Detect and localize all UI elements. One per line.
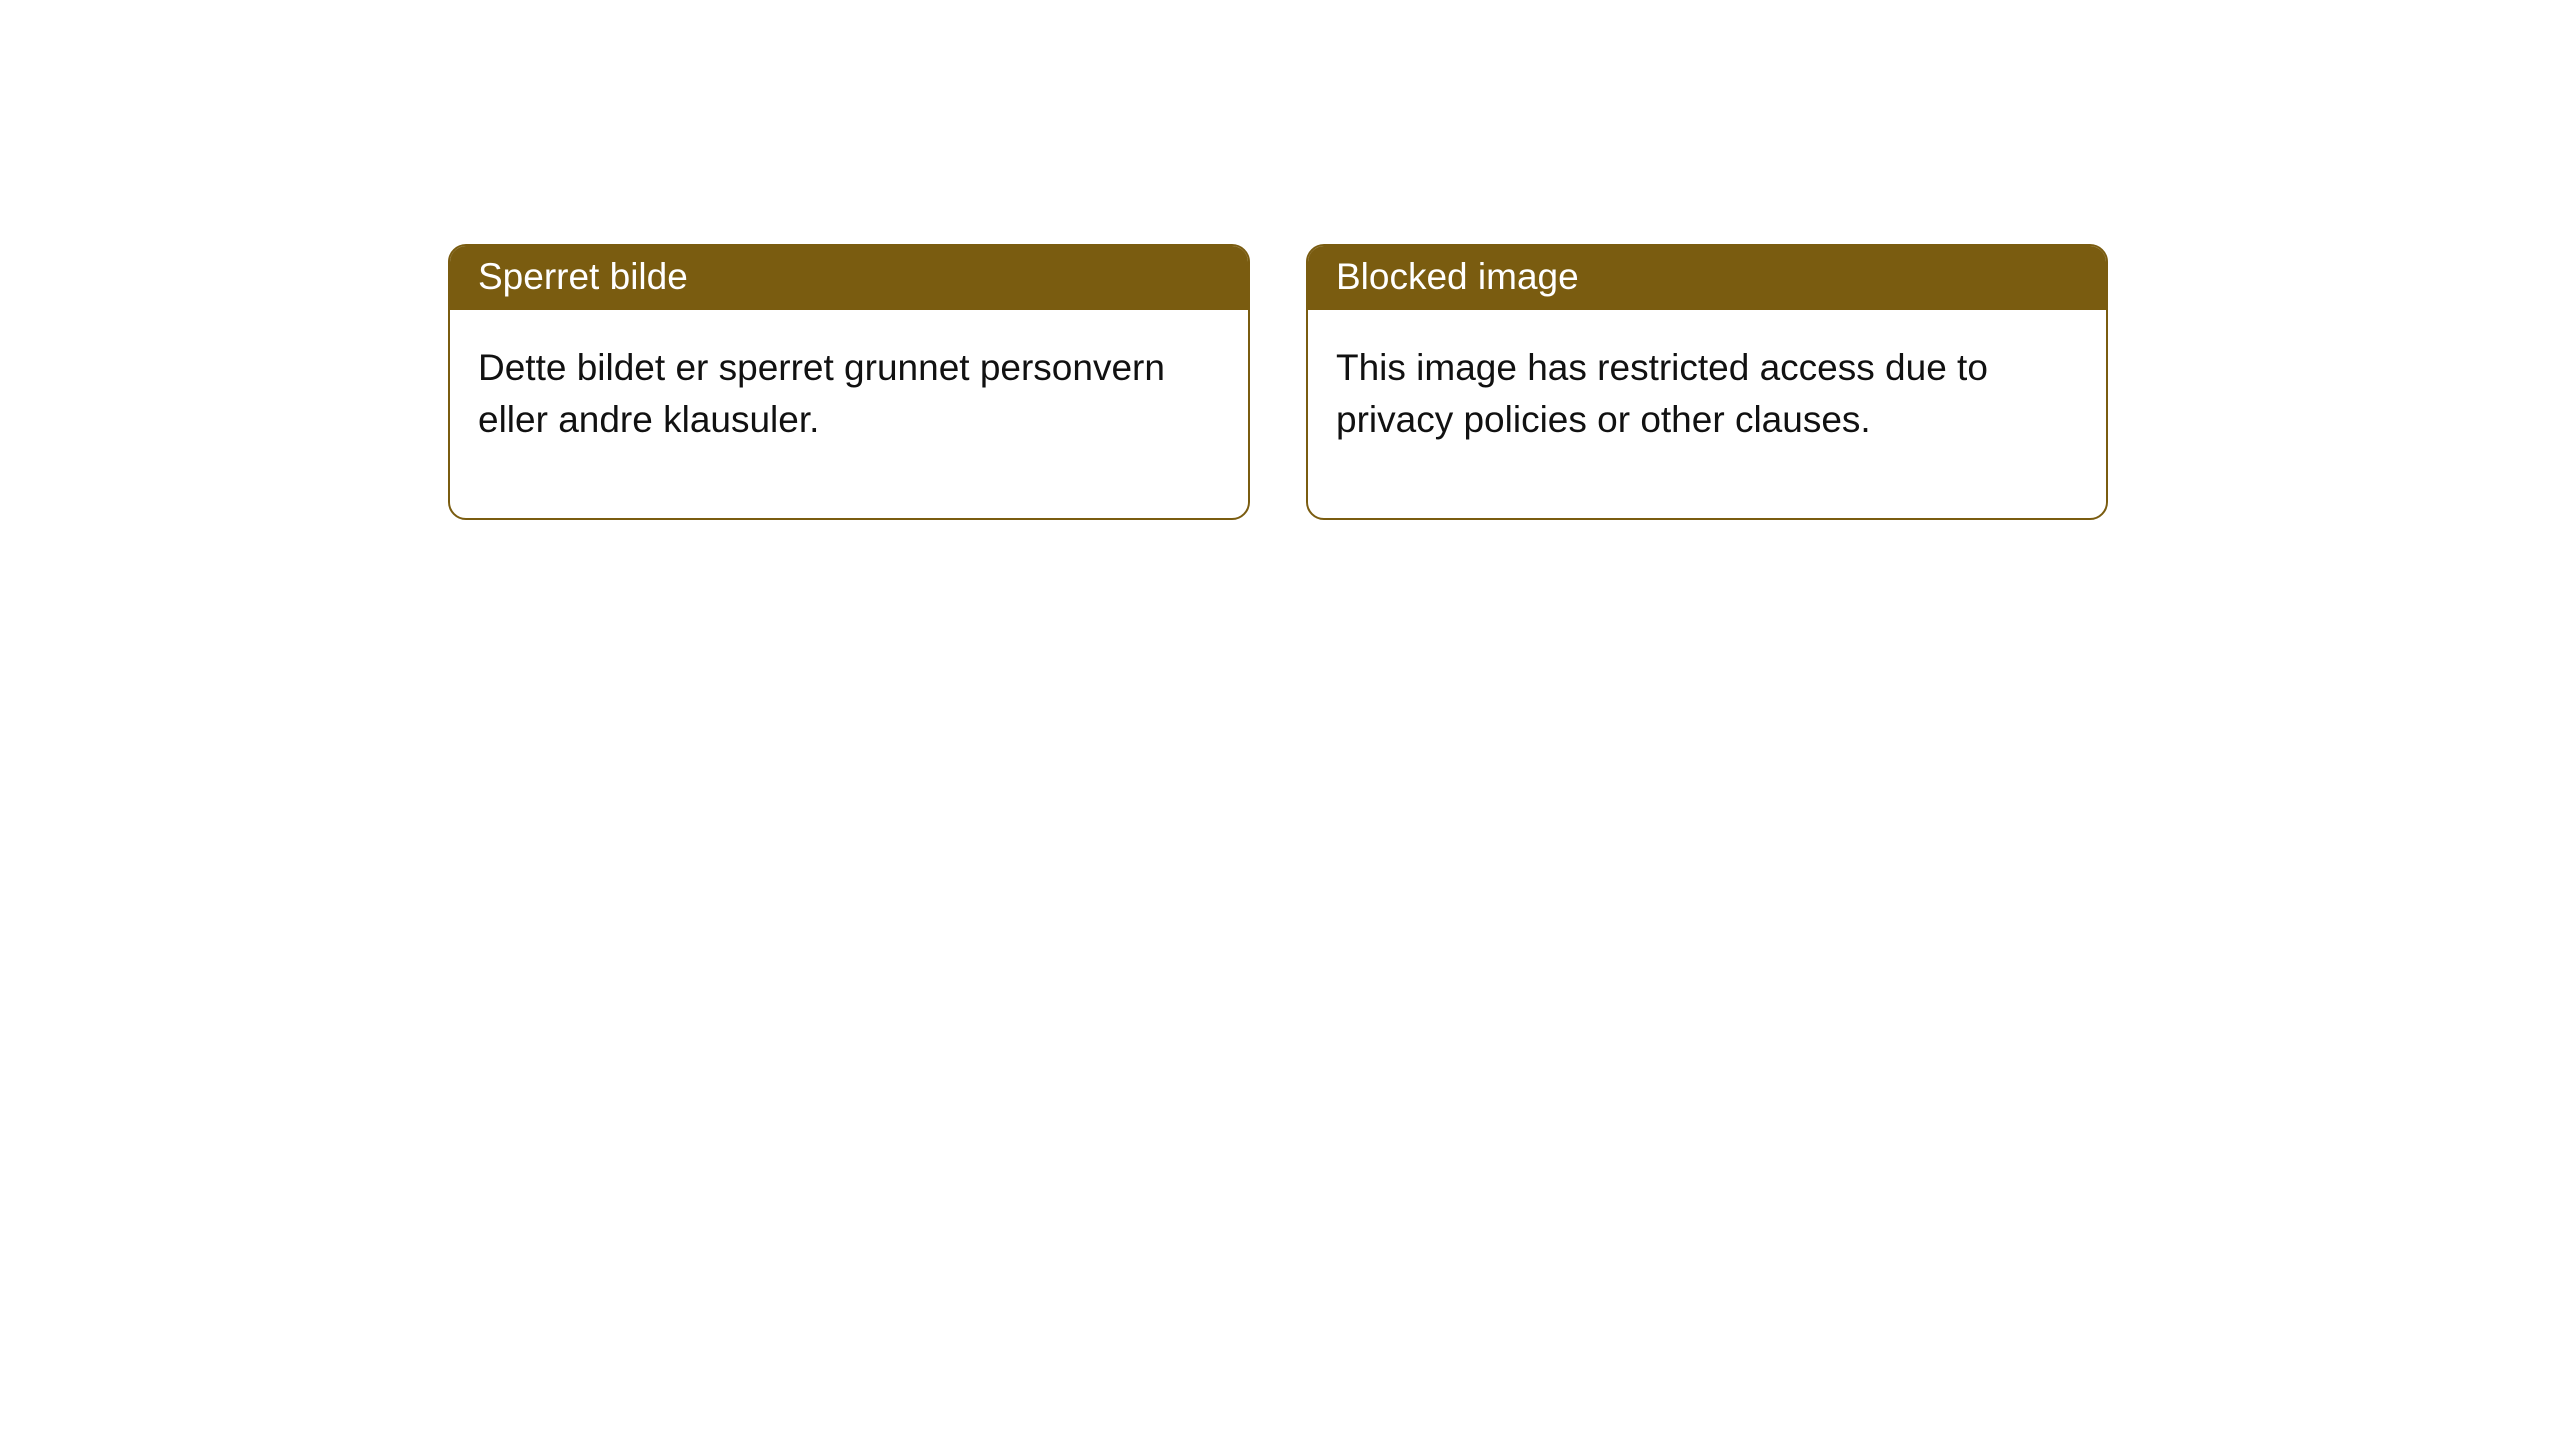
notice-header-norwegian: Sperret bilde bbox=[450, 246, 1248, 310]
notice-body-norwegian: Dette bildet er sperret grunnet personve… bbox=[450, 310, 1248, 518]
notice-container: Sperret bilde Dette bildet er sperret gr… bbox=[0, 0, 2560, 520]
notice-header-english: Blocked image bbox=[1308, 246, 2106, 310]
notice-box-norwegian: Sperret bilde Dette bildet er sperret gr… bbox=[448, 244, 1250, 520]
notice-box-english: Blocked image This image has restricted … bbox=[1306, 244, 2108, 520]
notice-body-english: This image has restricted access due to … bbox=[1308, 310, 2106, 518]
